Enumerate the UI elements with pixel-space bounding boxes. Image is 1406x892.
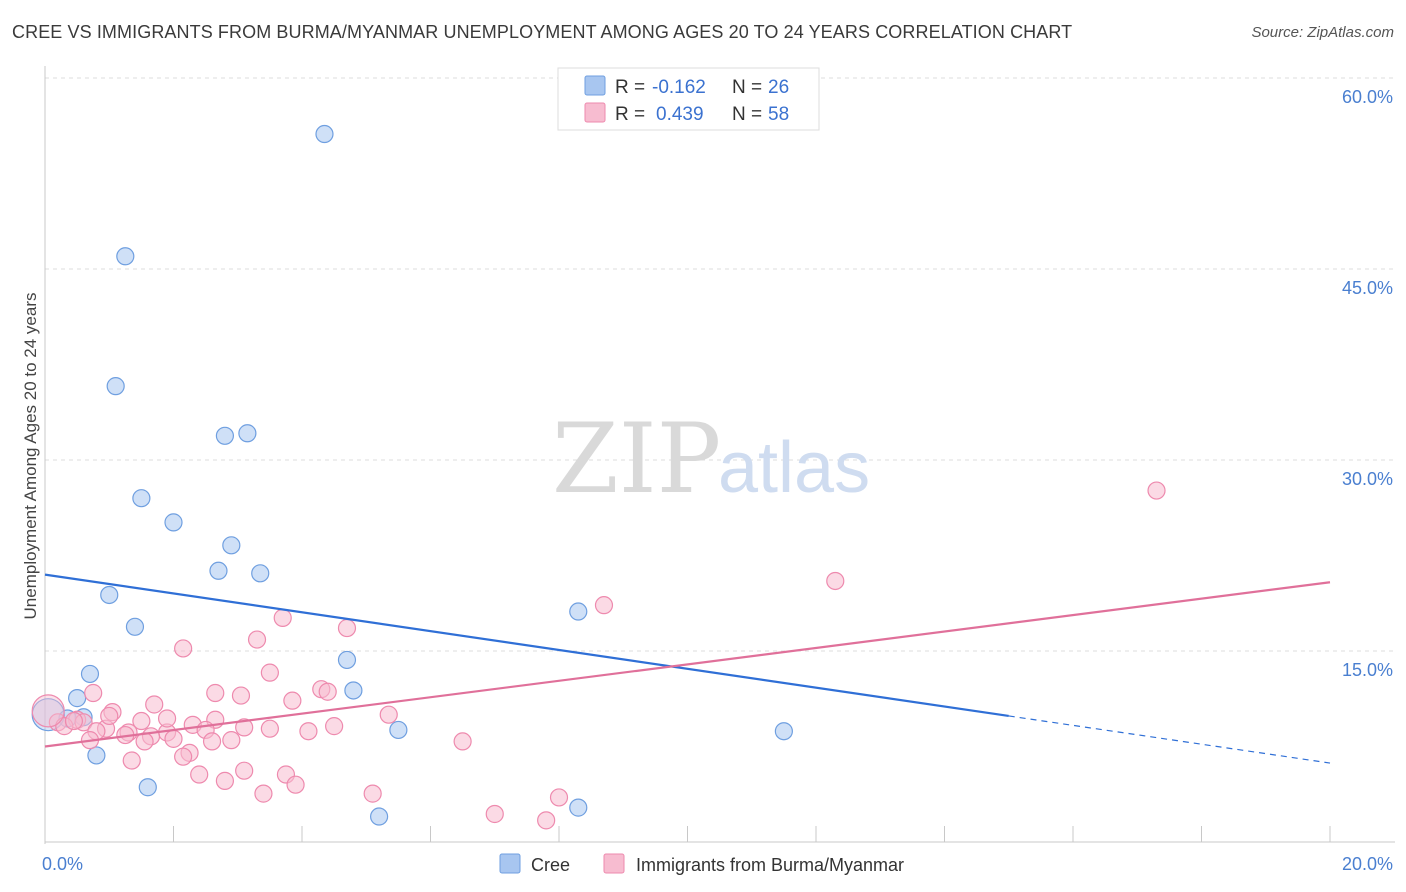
ticks-layer: 15.0% 30.0% 45.0% 60.0% 0.0% 20.0% [42, 87, 1393, 874]
y-tick-label-1: 30.0% [1342, 469, 1393, 489]
burma-point-57 [31, 694, 65, 728]
burma-point-51 [537, 811, 556, 830]
burma-point-7 [260, 663, 279, 682]
burma-point-2 [594, 596, 614, 615]
burma-point-55 [100, 706, 119, 726]
burma-point-37 [202, 732, 222, 751]
watermark-atlas: atlas [718, 428, 870, 508]
burma-point-3 [273, 608, 292, 627]
burma-point-24 [235, 718, 254, 737]
cree-point-10 [100, 585, 119, 605]
cree-point-4 [238, 424, 257, 443]
cree-point-7 [222, 536, 241, 555]
bottom-legend-label-cree: Cree [531, 855, 570, 875]
burma-point-4 [337, 618, 357, 638]
axis-layer [44, 66, 1395, 844]
cree-trend-line [44, 573, 1009, 718]
burma-point-54 [64, 711, 84, 731]
burma-point-50 [485, 804, 504, 824]
cree-point-14 [80, 664, 100, 684]
cree-point-21 [87, 746, 106, 765]
cree-point-1 [116, 247, 135, 266]
legend-r-value-cree: -0.162 [652, 77, 706, 98]
legend-n-label-cree: N = [732, 77, 762, 98]
cree-point-23 [370, 807, 389, 826]
burma-point-12 [318, 682, 337, 701]
bottom-legend: Cree Immigrants from Burma/Myanmar [499, 853, 904, 875]
burma-point-40 [174, 747, 193, 766]
burma-point-48 [254, 784, 273, 803]
burma-point-33 [164, 729, 183, 748]
cree-point-8 [209, 561, 228, 580]
burma-point-1 [826, 571, 845, 591]
burma-point-22 [325, 717, 344, 736]
cree-point-5 [132, 489, 151, 508]
x-tick-label-min: 0.0% [42, 854, 83, 874]
burma-point-8 [84, 683, 103, 703]
legend-r-value-burma: 0.439 [656, 104, 704, 125]
bottom-legend-swatch-burma [603, 853, 625, 874]
cree-point-9 [251, 564, 270, 583]
legend-n-value-cree: 26 [768, 77, 789, 98]
burma-point-13 [283, 691, 302, 710]
burma-point-18 [132, 711, 151, 731]
y-tick-label-2: 45.0% [1342, 278, 1393, 298]
bottom-legend-label-burma: Immigrants from Burma/Myanmar [636, 855, 904, 875]
y-tick-label-0: 15.0% [1342, 660, 1393, 680]
legend-r-label-cree: R = [615, 77, 645, 98]
cree-point-0 [315, 124, 334, 144]
burma-point-10 [231, 686, 251, 705]
chart-title: CREE VS IMMIGRANTS FROM BURMA/MYANMAR UN… [12, 22, 1073, 42]
source-label: Source: ZipAtlas.com [1251, 24, 1394, 41]
burma-point-56 [157, 709, 177, 728]
trend-layer [44, 573, 1331, 764]
y-tick-label-3: 60.0% [1342, 87, 1393, 107]
burma-point-46 [286, 775, 305, 794]
bottom-legend-swatch-cree [499, 853, 521, 874]
burma-point-14 [145, 695, 164, 714]
burma-point-9 [206, 683, 225, 703]
burma-point-42 [235, 761, 254, 780]
x-tick-label-max: 20.0% [1342, 854, 1393, 874]
cree-point-16 [344, 681, 363, 700]
cree-point-3 [215, 426, 234, 445]
watermark-zip: ZIP [552, 403, 721, 515]
burma-point-30 [299, 722, 318, 741]
legend: R = -0.162 N = 26 R = 0.439 N = 58 [557, 67, 820, 131]
burma-point-38 [453, 732, 472, 751]
legend-n-label-burma: N = [732, 104, 762, 125]
burma-point-41 [122, 751, 141, 770]
burma-point-6 [174, 639, 193, 658]
cree-point-19 [389, 720, 408, 740]
cree-point-15 [68, 689, 87, 708]
y-axis-label: Unemployment Among Ages 20 to 24 years [21, 293, 40, 620]
burma-point-0 [1147, 481, 1166, 500]
legend-swatch-cree [584, 75, 606, 96]
cree-point-20 [774, 722, 793, 741]
burma-point-23 [260, 719, 279, 738]
burma-point-5 [247, 630, 267, 649]
burma-point-43 [190, 765, 209, 784]
cree-point-24 [569, 798, 588, 817]
burma-point-34 [222, 731, 241, 750]
grid-layer [45, 77, 1395, 652]
cree-point-11 [125, 617, 145, 636]
cree-point-6 [164, 513, 183, 532]
legend-n-value-burma: 58 [768, 104, 789, 125]
cree-point-12 [569, 602, 588, 621]
burma-point-15 [379, 705, 398, 724]
burma-point-47 [363, 784, 382, 803]
watermark: ZIP atlas [552, 403, 870, 515]
legend-r-label-burma: R = [615, 104, 645, 125]
legend-swatch-burma [584, 102, 606, 123]
burma-point-49 [549, 788, 569, 807]
burma-trend-line [44, 581, 1331, 748]
burma-point-45 [215, 771, 234, 790]
cree-point-22 [138, 778, 157, 797]
cree-point-13 [337, 650, 357, 670]
cree-trend-extension [1008, 715, 1331, 764]
cree-point-2 [106, 377, 125, 396]
